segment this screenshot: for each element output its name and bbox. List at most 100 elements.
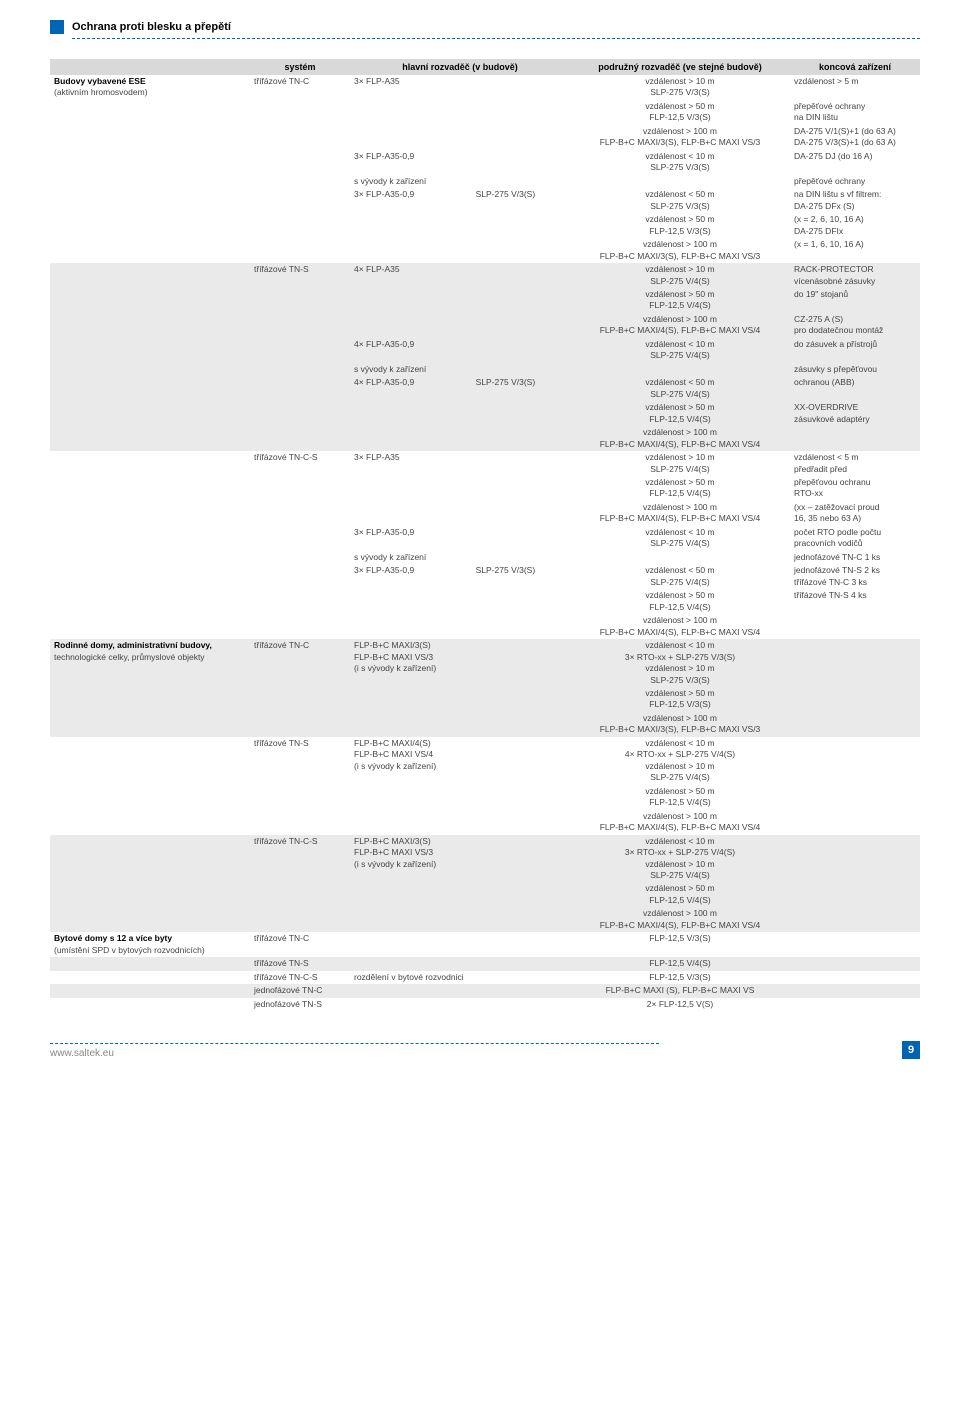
- end-device-cell: XX-OVERDRIVEzásuvkové adaptéry: [790, 401, 920, 426]
- sub-distributor-cell: vzdálenost > 100 mFLP-B+C MAXI/4(S), FLP…: [570, 810, 790, 835]
- system-cell: [250, 476, 350, 501]
- sub-distributor-cell: vzdálenost > 50 mFLP-12,5 V/3(S): [570, 687, 790, 712]
- category-cell: [50, 526, 250, 551]
- sub-distributor-cell: [570, 551, 790, 564]
- system-cell: [250, 589, 350, 614]
- table-row: vzdálenost > 100 mFLP-B+C MAXI/4(S), FLP…: [50, 313, 920, 338]
- end-device-cell: (xx – zatěžovací proud16, 35 nebo 63 A): [790, 501, 920, 526]
- category-cell: [50, 957, 250, 970]
- table-row: vzdálenost > 50 mFLP-12,5 V/4(S)do 19" s…: [50, 288, 920, 313]
- system-cell: třífázové TN-S: [250, 737, 350, 785]
- category-cell: [50, 712, 250, 737]
- table-row: 3× FLP-A35-0,9 SLP-275 V/3(S)vzdálenost …: [50, 188, 920, 213]
- category-cell: [50, 263, 250, 288]
- category-cell: [50, 188, 250, 213]
- table-row: vzdálenost > 100 mFLP-B+C MAXI/4(S), FLP…: [50, 501, 920, 526]
- category-cell: [50, 288, 250, 313]
- table-row: vzdálenost > 100 mFLP-B+C MAXI/4(S), FLP…: [50, 810, 920, 835]
- end-device-cell: zásuvky s přepěťovou: [790, 363, 920, 376]
- category-cell: [50, 213, 250, 238]
- category-cell: [50, 984, 250, 997]
- table-header-row: systém hlavní rozvaděč (v budově) podruž…: [50, 59, 920, 75]
- table-row: vzdálenost > 50 mFLP-12,5 V/4(S): [50, 882, 920, 907]
- category-cell: [50, 150, 250, 175]
- table-row: vzdálenost > 100 mFLP-B+C MAXI/3(S), FLP…: [50, 238, 920, 263]
- end-device-cell: DA-275 DJ (do 16 A): [790, 150, 920, 175]
- main-distributor-cell: [350, 810, 570, 835]
- end-device-cell: [790, 712, 920, 737]
- end-device-cell: [790, 785, 920, 810]
- system-cell: třífázové TN-C-S: [250, 971, 350, 984]
- main-distributor-cell: [350, 476, 570, 501]
- sub-distributor-cell: vzdálenost > 50 mFLP-12,5 V/4(S): [570, 785, 790, 810]
- sub-distributor-cell: [570, 363, 790, 376]
- end-device-cell: [790, 835, 920, 883]
- end-device-cell: jednofázové TN-C 1 ks: [790, 551, 920, 564]
- category-cell: [50, 238, 250, 263]
- sub-distributor-cell: vzdálenost > 10 mSLP-275 V/3(S): [570, 75, 790, 100]
- category-cell: [50, 426, 250, 451]
- system-cell: třífázové TN-C-S: [250, 835, 350, 883]
- category-cell: [50, 501, 250, 526]
- category-cell: [50, 338, 250, 363]
- main-distributor-cell: [350, 998, 570, 1011]
- sub-distributor-cell: vzdálenost < 10 m3× RTO-xx + SLP-275 V/4…: [570, 835, 790, 883]
- system-cell: [250, 526, 350, 551]
- sub-distributor-cell: vzdálenost > 100 mFLP-B+C MAXI/4(S), FLP…: [570, 614, 790, 639]
- main-distributor-cell: [350, 313, 570, 338]
- end-device-cell: do 19" stojanů: [790, 288, 920, 313]
- sub-distributor-cell: vzdálenost < 10 m4× RTO-xx + SLP-275 V/4…: [570, 737, 790, 785]
- end-device-cell: (x = 1, 6, 10, 16 A): [790, 238, 920, 263]
- end-device-cell: [790, 426, 920, 451]
- col-header: koncová zařízení: [790, 59, 920, 75]
- main-distributor-cell: [350, 288, 570, 313]
- main-distributor-cell: [350, 426, 570, 451]
- end-device-cell: [790, 907, 920, 932]
- category-cell: [50, 376, 250, 401]
- category-cell: [50, 363, 250, 376]
- category-cell: [50, 785, 250, 810]
- main-distributor-cell: rozdělení v bytové rozvodnici: [350, 971, 570, 984]
- main-distributor-cell: 4× FLP-A35: [350, 263, 570, 288]
- end-device-cell: třífázové TN-S 4 ks: [790, 589, 920, 614]
- main-distributor-cell: [350, 100, 570, 125]
- system-cell: [250, 712, 350, 737]
- system-cell: [250, 188, 350, 213]
- table-row: vzdálenost > 100 mFLP-B+C MAXI/4(S), FLP…: [50, 426, 920, 451]
- table-row: vzdálenost > 100 mFLP-B+C MAXI/4(S), FLP…: [50, 907, 920, 932]
- table-row: vzdálenost > 50 mFLP-12,5 V/4(S)XX-OVERD…: [50, 401, 920, 426]
- system-cell: [250, 426, 350, 451]
- system-cell: [250, 551, 350, 564]
- main-distributor-cell: [350, 589, 570, 614]
- category-cell: [50, 687, 250, 712]
- table-row: 3× FLP-A35-0,9 SLP-275 V/3(S)vzdálenost …: [50, 564, 920, 589]
- table-row: Rodinné domy, administrativní budovy,tec…: [50, 639, 920, 687]
- sub-distributor-cell: vzdálenost < 10 mSLP-275 V/4(S): [570, 526, 790, 551]
- main-distributor-cell: [350, 501, 570, 526]
- table-row: vzdálenost > 50 mFLP-12,5 V/3(S)(x = 2, …: [50, 213, 920, 238]
- end-device-cell: [790, 882, 920, 907]
- main-distributor-cell: [350, 882, 570, 907]
- header-divider: [72, 38, 920, 39]
- table-row: Bytové domy s 12 a více byty(umístění SP…: [50, 932, 920, 957]
- table-row: jednofázové TN-CFLP-B+C MAXI (S), FLP-B+…: [50, 984, 920, 997]
- page-title: Ochrana proti blesku a přepětí: [72, 21, 231, 33]
- sub-distributor-cell: FLP-B+C MAXI (S), FLP-B+C MAXI VS: [570, 984, 790, 997]
- sub-distributor-cell: vzdálenost > 10 mSLP-275 V/4(S): [570, 263, 790, 288]
- end-device-cell: [790, 810, 920, 835]
- system-cell: [250, 313, 350, 338]
- main-distributor-cell: 4× FLP-A35-0,9: [350, 338, 570, 363]
- sub-distributor-cell: [570, 175, 790, 188]
- end-device-cell: vzdálenost > 5 m: [790, 75, 920, 100]
- sub-distributor-cell: vzdálenost < 10 mSLP-275 V/3(S): [570, 150, 790, 175]
- main-distributor-cell: 4× FLP-A35-0,9 SLP-275 V/3(S): [350, 376, 570, 401]
- table-row: třífázové TN-C-Srozdělení v bytové rozvo…: [50, 971, 920, 984]
- system-cell: jednofázové TN-S: [250, 998, 350, 1011]
- sub-distributor-cell: vzdálenost > 50 mFLP-12,5 V/3(S): [570, 213, 790, 238]
- sub-distributor-cell: vzdálenost > 50 mFLP-12,5 V/4(S): [570, 476, 790, 501]
- category-cell: [50, 564, 250, 589]
- end-device-cell: [790, 932, 920, 957]
- table-row: vzdálenost > 100 mFLP-B+C MAXI/4(S), FLP…: [50, 614, 920, 639]
- end-device-cell: na DIN lištu s vf filtrem:DA-275 DFx (S): [790, 188, 920, 213]
- sub-distributor-cell: FLP-12,5 V/3(S): [570, 971, 790, 984]
